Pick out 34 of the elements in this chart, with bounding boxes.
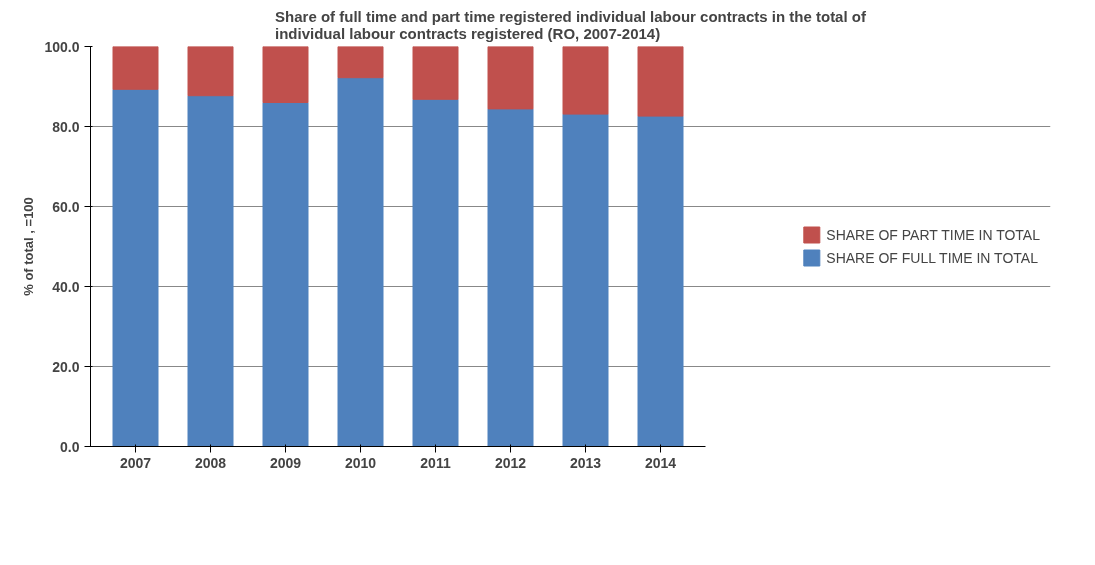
bar bbox=[487, 108, 534, 447]
bar bbox=[637, 46, 684, 117]
x-tick-label: 2007 bbox=[119, 454, 152, 471]
y-tick-label: 20.0 bbox=[52, 358, 80, 375]
y-tick-label: 60.0 bbox=[52, 198, 80, 215]
bar bbox=[487, 46, 534, 110]
bar bbox=[112, 88, 159, 447]
bar bbox=[112, 46, 159, 90]
bar bbox=[412, 46, 459, 100]
bar bbox=[187, 46, 234, 97]
x-tick-label: 2008 bbox=[194, 454, 227, 471]
y-axis-title: % of total , =100 bbox=[21, 197, 37, 296]
legend-label: SHARE OF FULL TIME IN TOTAL bbox=[826, 249, 1038, 266]
bar bbox=[262, 46, 309, 103]
bar bbox=[562, 113, 609, 447]
y-tick-label: 80.0 bbox=[52, 118, 80, 135]
bar bbox=[187, 95, 234, 447]
bar bbox=[412, 98, 459, 447]
bar bbox=[637, 115, 684, 447]
x-tick-label: 2014 bbox=[644, 454, 677, 471]
x-tick-label: 2012 bbox=[494, 454, 527, 471]
bar bbox=[337, 77, 384, 447]
x-tick-label: 2011 bbox=[420, 454, 451, 471]
chart-title: Share of full time and part time registered individual labour contracts in the total of individual labour contracts registered (RO, 2007-2014) bbox=[275, 7, 867, 42]
bar bbox=[337, 46, 384, 79]
y-tick-label: 40.0 bbox=[52, 278, 80, 295]
x-tick-label: 2013 bbox=[569, 454, 602, 471]
bar bbox=[562, 46, 609, 115]
legend-label: SHARE OF PART TIME IN TOTAL bbox=[826, 226, 1040, 243]
bar bbox=[262, 102, 309, 447]
y-tick-label: 100.0 bbox=[44, 38, 80, 55]
y-tick-label: 0.0 bbox=[60, 438, 80, 455]
x-tick-label: 2010 bbox=[344, 454, 377, 471]
x-tick-label: 2009 bbox=[269, 454, 302, 471]
